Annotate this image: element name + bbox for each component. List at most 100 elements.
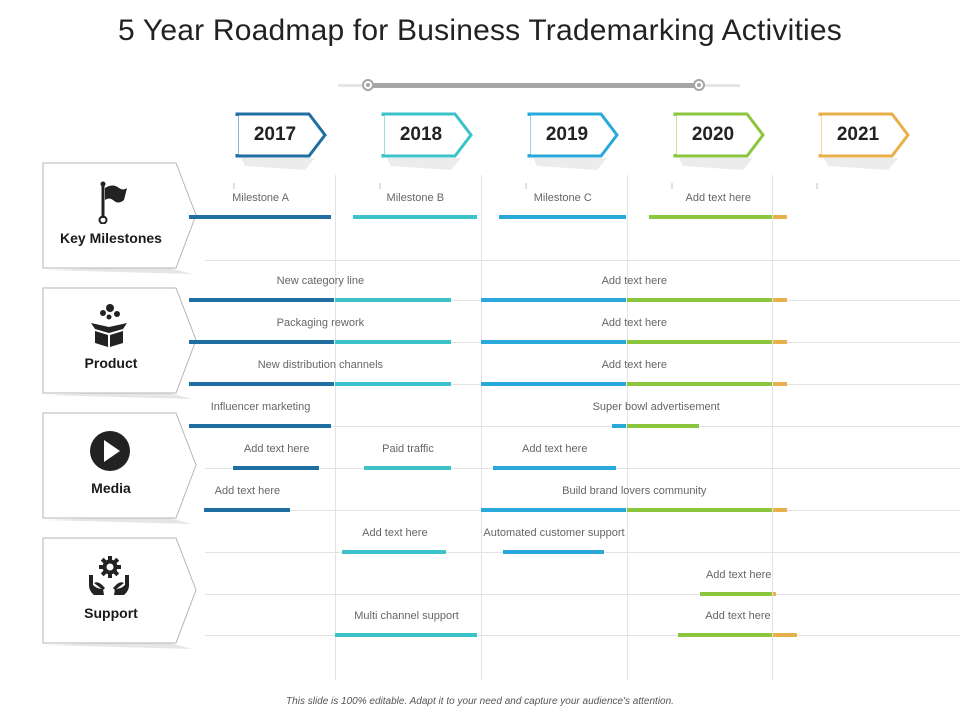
timeline-bar-segment bbox=[627, 382, 772, 386]
year-tag-2019: 2019 bbox=[527, 112, 622, 170]
footer-note: This slide is 100% editable. Adapt it to… bbox=[286, 696, 674, 707]
timeline-bar-segment bbox=[502, 550, 605, 554]
bar-label: Add text here bbox=[522, 443, 588, 455]
play-icon bbox=[90, 431, 130, 471]
timeline-bar-segment bbox=[773, 592, 777, 596]
page-title: 5 Year Roadmap for Business Trademarking… bbox=[118, 14, 842, 47]
category-label: Media bbox=[91, 480, 131, 496]
year-tag-shape bbox=[235, 112, 327, 170]
year-divider-line bbox=[481, 175, 482, 680]
timeline-bar-segment bbox=[678, 633, 772, 637]
year-label: 2019 bbox=[545, 124, 589, 145]
bar-label: Milestone C bbox=[533, 192, 592, 204]
year-tick bbox=[525, 183, 527, 189]
year-label: 2017 bbox=[253, 124, 297, 145]
timeline-bar-segment bbox=[773, 508, 787, 512]
row-divider-line bbox=[205, 594, 960, 595]
year-label: 2021 bbox=[836, 124, 880, 145]
year-tick bbox=[233, 183, 235, 189]
bar-label: Add text here bbox=[601, 275, 668, 287]
timeline-bar-segment bbox=[352, 215, 478, 219]
timeline-bar-segment bbox=[627, 298, 772, 302]
timeline-bar-segment bbox=[189, 424, 332, 428]
bar-label: Add text here bbox=[362, 527, 428, 539]
category-label: Product bbox=[84, 355, 138, 371]
bar-label: Add text here bbox=[601, 317, 668, 329]
category-card-product: Product bbox=[42, 287, 212, 399]
box-icon bbox=[91, 304, 127, 347]
row-divider-line bbox=[205, 426, 960, 427]
year-label: 2018 bbox=[399, 124, 443, 145]
year-tag-2021: 2021 bbox=[818, 112, 913, 170]
card-shape bbox=[42, 162, 197, 274]
timeline-bar-segment bbox=[648, 215, 772, 219]
timeline-bar-segment bbox=[627, 424, 699, 428]
timeline-bar-segment bbox=[773, 340, 787, 344]
bar-label: Influencer marketing bbox=[210, 401, 311, 413]
timeline-bar-segment bbox=[498, 215, 626, 219]
timeline-bar-segment bbox=[342, 550, 447, 554]
timeline-bar-segment bbox=[335, 340, 451, 344]
timeline-bar-segment bbox=[481, 298, 626, 302]
timeline-bar-segment bbox=[189, 382, 334, 386]
timeline-bar-segment bbox=[203, 508, 291, 512]
year-tag-shape bbox=[527, 112, 619, 170]
timeline-bar-segment bbox=[189, 298, 334, 302]
year-divider-line bbox=[335, 175, 336, 680]
year-tick bbox=[671, 183, 673, 189]
gear-hands-icon bbox=[89, 556, 129, 595]
timeline-bar-segment bbox=[773, 382, 787, 386]
bar-label: Multi channel support bbox=[354, 610, 459, 622]
row-divider-line bbox=[205, 260, 960, 261]
timeline-bar-segment bbox=[189, 215, 332, 219]
year-tick bbox=[379, 183, 381, 189]
timeline-range[interactable] bbox=[368, 83, 700, 88]
row-divider-line bbox=[205, 635, 960, 636]
timeline-bar-segment bbox=[492, 466, 616, 470]
category-label: Support bbox=[84, 605, 138, 621]
timeline-start-handle[interactable] bbox=[362, 79, 374, 91]
bar-label: Super bowl advertisement bbox=[592, 401, 720, 413]
bar-label: Add text here bbox=[601, 359, 668, 371]
timeline-end-handle[interactable] bbox=[693, 79, 705, 91]
bar-label: New distribution channels bbox=[257, 359, 384, 371]
timeline-bar-segment bbox=[189, 340, 334, 344]
timeline-bar-segment bbox=[364, 466, 451, 470]
year-divider-line bbox=[772, 175, 773, 680]
category-card-key-milestones: Key Milestones bbox=[42, 162, 212, 274]
bar-label: Add text here bbox=[685, 192, 751, 204]
bar-label: Automated customer support bbox=[483, 527, 625, 539]
timeline-bar-segment bbox=[335, 382, 451, 386]
bar-label: Add text here bbox=[705, 610, 771, 622]
year-tag-2017: 2017 bbox=[235, 112, 330, 170]
timeline-bar-segment bbox=[773, 298, 787, 302]
bar-label: Packaging rework bbox=[276, 317, 365, 329]
bar-label: Milestone B bbox=[386, 192, 445, 204]
year-tag-2018: 2018 bbox=[381, 112, 476, 170]
timeline-bar-segment bbox=[232, 466, 320, 470]
bar-label: New category line bbox=[276, 275, 365, 287]
bar-label: Build brand lovers community bbox=[562, 485, 707, 497]
timeline-bar-segment bbox=[481, 508, 626, 512]
bar-label: Add text here bbox=[705, 569, 772, 581]
timeline-bar-segment bbox=[481, 340, 626, 344]
timeline-bar-segment bbox=[612, 424, 626, 428]
timeline-bar-segment bbox=[773, 633, 797, 637]
timeline-bar-segment bbox=[700, 592, 772, 596]
timeline-bar-segment bbox=[627, 508, 772, 512]
bar-label: Paid traffic bbox=[382, 443, 434, 455]
timeline-bar-segment bbox=[335, 633, 478, 637]
timeline-bar-segment bbox=[627, 340, 772, 344]
flag-icon bbox=[98, 181, 127, 224]
year-tag-shape bbox=[381, 112, 473, 170]
bar-label: Milestone A bbox=[232, 192, 289, 204]
bar-label: Add text here bbox=[243, 443, 310, 455]
bar-label: Add text here bbox=[214, 485, 281, 497]
year-tick bbox=[816, 183, 818, 189]
year-tag-2020: 2020 bbox=[673, 112, 768, 170]
timeline-bar-segment bbox=[773, 215, 787, 219]
timeline-bar-segment bbox=[335, 298, 451, 302]
timeline-bar-segment bbox=[481, 382, 626, 386]
category-card-media: Media bbox=[42, 412, 212, 524]
